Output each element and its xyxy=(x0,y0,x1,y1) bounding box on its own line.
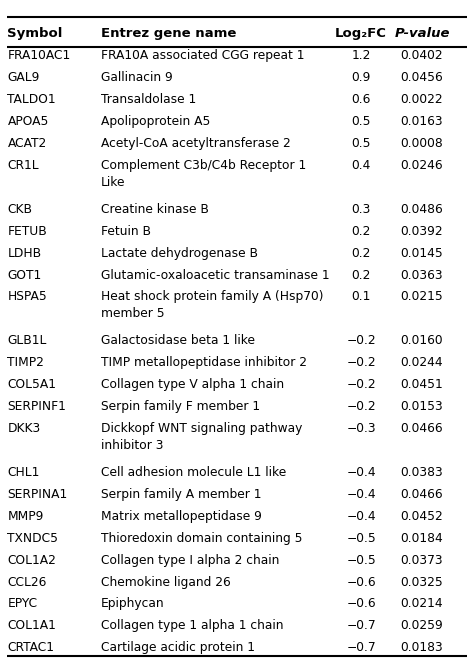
Text: −0.3: −0.3 xyxy=(346,422,376,435)
Text: 0.0163: 0.0163 xyxy=(401,115,443,128)
Text: −0.7: −0.7 xyxy=(346,641,376,655)
Text: Heat shock protein family A (Hsp70)
member 5: Heat shock protein family A (Hsp70) memb… xyxy=(101,291,324,320)
Text: Galactosidase beta 1 like: Galactosidase beta 1 like xyxy=(101,334,255,347)
Text: LDHB: LDHB xyxy=(8,247,42,260)
Text: 0.3: 0.3 xyxy=(351,203,371,216)
Text: Entrez gene name: Entrez gene name xyxy=(101,27,237,40)
Text: 0.0183: 0.0183 xyxy=(401,641,443,655)
Text: 0.2: 0.2 xyxy=(351,269,371,281)
Text: 0.0456: 0.0456 xyxy=(401,71,443,84)
Text: COL1A2: COL1A2 xyxy=(8,553,56,567)
Text: 0.1: 0.1 xyxy=(351,291,371,304)
Text: Collagen type I alpha 2 chain: Collagen type I alpha 2 chain xyxy=(101,553,280,567)
Text: Dickkopf WNT signaling pathway
inhibitor 3: Dickkopf WNT signaling pathway inhibitor… xyxy=(101,422,302,452)
Text: 0.0383: 0.0383 xyxy=(401,466,443,479)
Text: Transaldolase 1: Transaldolase 1 xyxy=(101,93,196,106)
Text: Cartilage acidic protein 1: Cartilage acidic protein 1 xyxy=(101,641,255,655)
Text: −0.4: −0.4 xyxy=(346,510,376,523)
Text: DKK3: DKK3 xyxy=(8,422,41,435)
Text: GLB1L: GLB1L xyxy=(8,334,47,347)
Text: −0.5: −0.5 xyxy=(346,553,376,567)
Text: SERPINF1: SERPINF1 xyxy=(8,400,66,413)
Text: 0.0402: 0.0402 xyxy=(401,50,443,62)
Text: Apolipoprotein A5: Apolipoprotein A5 xyxy=(101,115,210,128)
Text: 0.0259: 0.0259 xyxy=(401,619,443,632)
Text: SERPINA1: SERPINA1 xyxy=(8,488,68,500)
Text: CRTAC1: CRTAC1 xyxy=(8,641,55,655)
Text: 0.0325: 0.0325 xyxy=(401,576,443,588)
Text: 0.6: 0.6 xyxy=(351,93,371,106)
Text: 0.4: 0.4 xyxy=(351,159,371,172)
Text: 0.0215: 0.0215 xyxy=(401,291,443,304)
Text: 0.2: 0.2 xyxy=(351,247,371,260)
Text: GAL9: GAL9 xyxy=(8,71,40,84)
Text: −0.4: −0.4 xyxy=(346,466,376,479)
Text: CR1L: CR1L xyxy=(8,159,39,172)
Text: GOT1: GOT1 xyxy=(8,269,42,281)
Text: 0.0392: 0.0392 xyxy=(401,224,443,238)
Text: 0.0008: 0.0008 xyxy=(401,137,443,150)
Text: −0.6: −0.6 xyxy=(346,598,376,610)
Text: 0.0373: 0.0373 xyxy=(401,553,443,567)
Text: MMP9: MMP9 xyxy=(8,510,44,523)
Text: 0.0214: 0.0214 xyxy=(401,598,443,610)
Text: Lactate dehydrogenase B: Lactate dehydrogenase B xyxy=(101,247,258,260)
Text: Matrix metallopeptidase 9: Matrix metallopeptidase 9 xyxy=(101,510,262,523)
Text: Gallinacin 9: Gallinacin 9 xyxy=(101,71,173,84)
Text: ACAT2: ACAT2 xyxy=(8,137,47,150)
Text: −0.2: −0.2 xyxy=(346,356,376,369)
Text: FRA10AC1: FRA10AC1 xyxy=(8,50,71,62)
Text: 0.0160: 0.0160 xyxy=(401,334,443,347)
Text: Symbol: Symbol xyxy=(8,27,63,40)
Text: TALDO1: TALDO1 xyxy=(8,93,56,106)
Text: COL1A1: COL1A1 xyxy=(8,619,56,632)
Text: Serpin family F member 1: Serpin family F member 1 xyxy=(101,400,260,413)
Text: Creatine kinase B: Creatine kinase B xyxy=(101,203,209,216)
Text: 0.0145: 0.0145 xyxy=(401,247,443,260)
Text: −0.5: −0.5 xyxy=(346,532,376,545)
Text: Glutamic-oxaloacetic transaminase 1: Glutamic-oxaloacetic transaminase 1 xyxy=(101,269,330,281)
Text: Epiphycan: Epiphycan xyxy=(101,598,165,610)
Text: 0.5: 0.5 xyxy=(351,115,371,128)
Text: APOA5: APOA5 xyxy=(8,115,49,128)
Text: Complement C3b/C4b Receptor 1
Like: Complement C3b/C4b Receptor 1 Like xyxy=(101,159,306,189)
Text: Fetuin B: Fetuin B xyxy=(101,224,151,238)
Text: 0.5: 0.5 xyxy=(351,137,371,150)
Text: FRA10A associated CGG repeat 1: FRA10A associated CGG repeat 1 xyxy=(101,50,305,62)
Text: Collagen type V alpha 1 chain: Collagen type V alpha 1 chain xyxy=(101,378,284,391)
Text: EPYC: EPYC xyxy=(8,598,37,610)
Text: −0.2: −0.2 xyxy=(346,378,376,391)
Text: 0.0244: 0.0244 xyxy=(401,356,443,369)
Text: 0.0466: 0.0466 xyxy=(401,422,443,435)
Text: TXNDC5: TXNDC5 xyxy=(8,532,58,545)
Text: 0.0452: 0.0452 xyxy=(401,510,443,523)
Text: Collagen type 1 alpha 1 chain: Collagen type 1 alpha 1 chain xyxy=(101,619,283,632)
Text: COL5A1: COL5A1 xyxy=(8,378,56,391)
Text: 0.0451: 0.0451 xyxy=(401,378,443,391)
Text: 1.2: 1.2 xyxy=(351,50,371,62)
Text: CKB: CKB xyxy=(8,203,32,216)
Text: CHL1: CHL1 xyxy=(8,466,40,479)
Text: 0.0486: 0.0486 xyxy=(401,203,443,216)
Text: TIMP2: TIMP2 xyxy=(8,356,45,369)
Text: Chemokine ligand 26: Chemokine ligand 26 xyxy=(101,576,231,588)
Text: −0.4: −0.4 xyxy=(346,488,376,500)
Text: −0.6: −0.6 xyxy=(346,576,376,588)
Text: 0.0246: 0.0246 xyxy=(401,159,443,172)
Text: 0.0022: 0.0022 xyxy=(401,93,443,106)
Text: 0.9: 0.9 xyxy=(351,71,371,84)
Text: FETUB: FETUB xyxy=(8,224,47,238)
Text: CCL26: CCL26 xyxy=(8,576,47,588)
Text: HSPA5: HSPA5 xyxy=(8,291,47,304)
Text: Serpin family A member 1: Serpin family A member 1 xyxy=(101,488,262,500)
Text: −0.2: −0.2 xyxy=(346,400,376,413)
Text: 0.0153: 0.0153 xyxy=(401,400,443,413)
Text: TIMP metallopeptidase inhibitor 2: TIMP metallopeptidase inhibitor 2 xyxy=(101,356,307,369)
Text: Thioredoxin domain containing 5: Thioredoxin domain containing 5 xyxy=(101,532,303,545)
Text: −0.2: −0.2 xyxy=(346,334,376,347)
Text: 0.0363: 0.0363 xyxy=(401,269,443,281)
Text: 0.0184: 0.0184 xyxy=(401,532,443,545)
Text: P-value: P-value xyxy=(394,27,450,40)
Text: Acetyl-CoA acetyltransferase 2: Acetyl-CoA acetyltransferase 2 xyxy=(101,137,291,150)
Text: Log₂FC: Log₂FC xyxy=(335,27,387,40)
